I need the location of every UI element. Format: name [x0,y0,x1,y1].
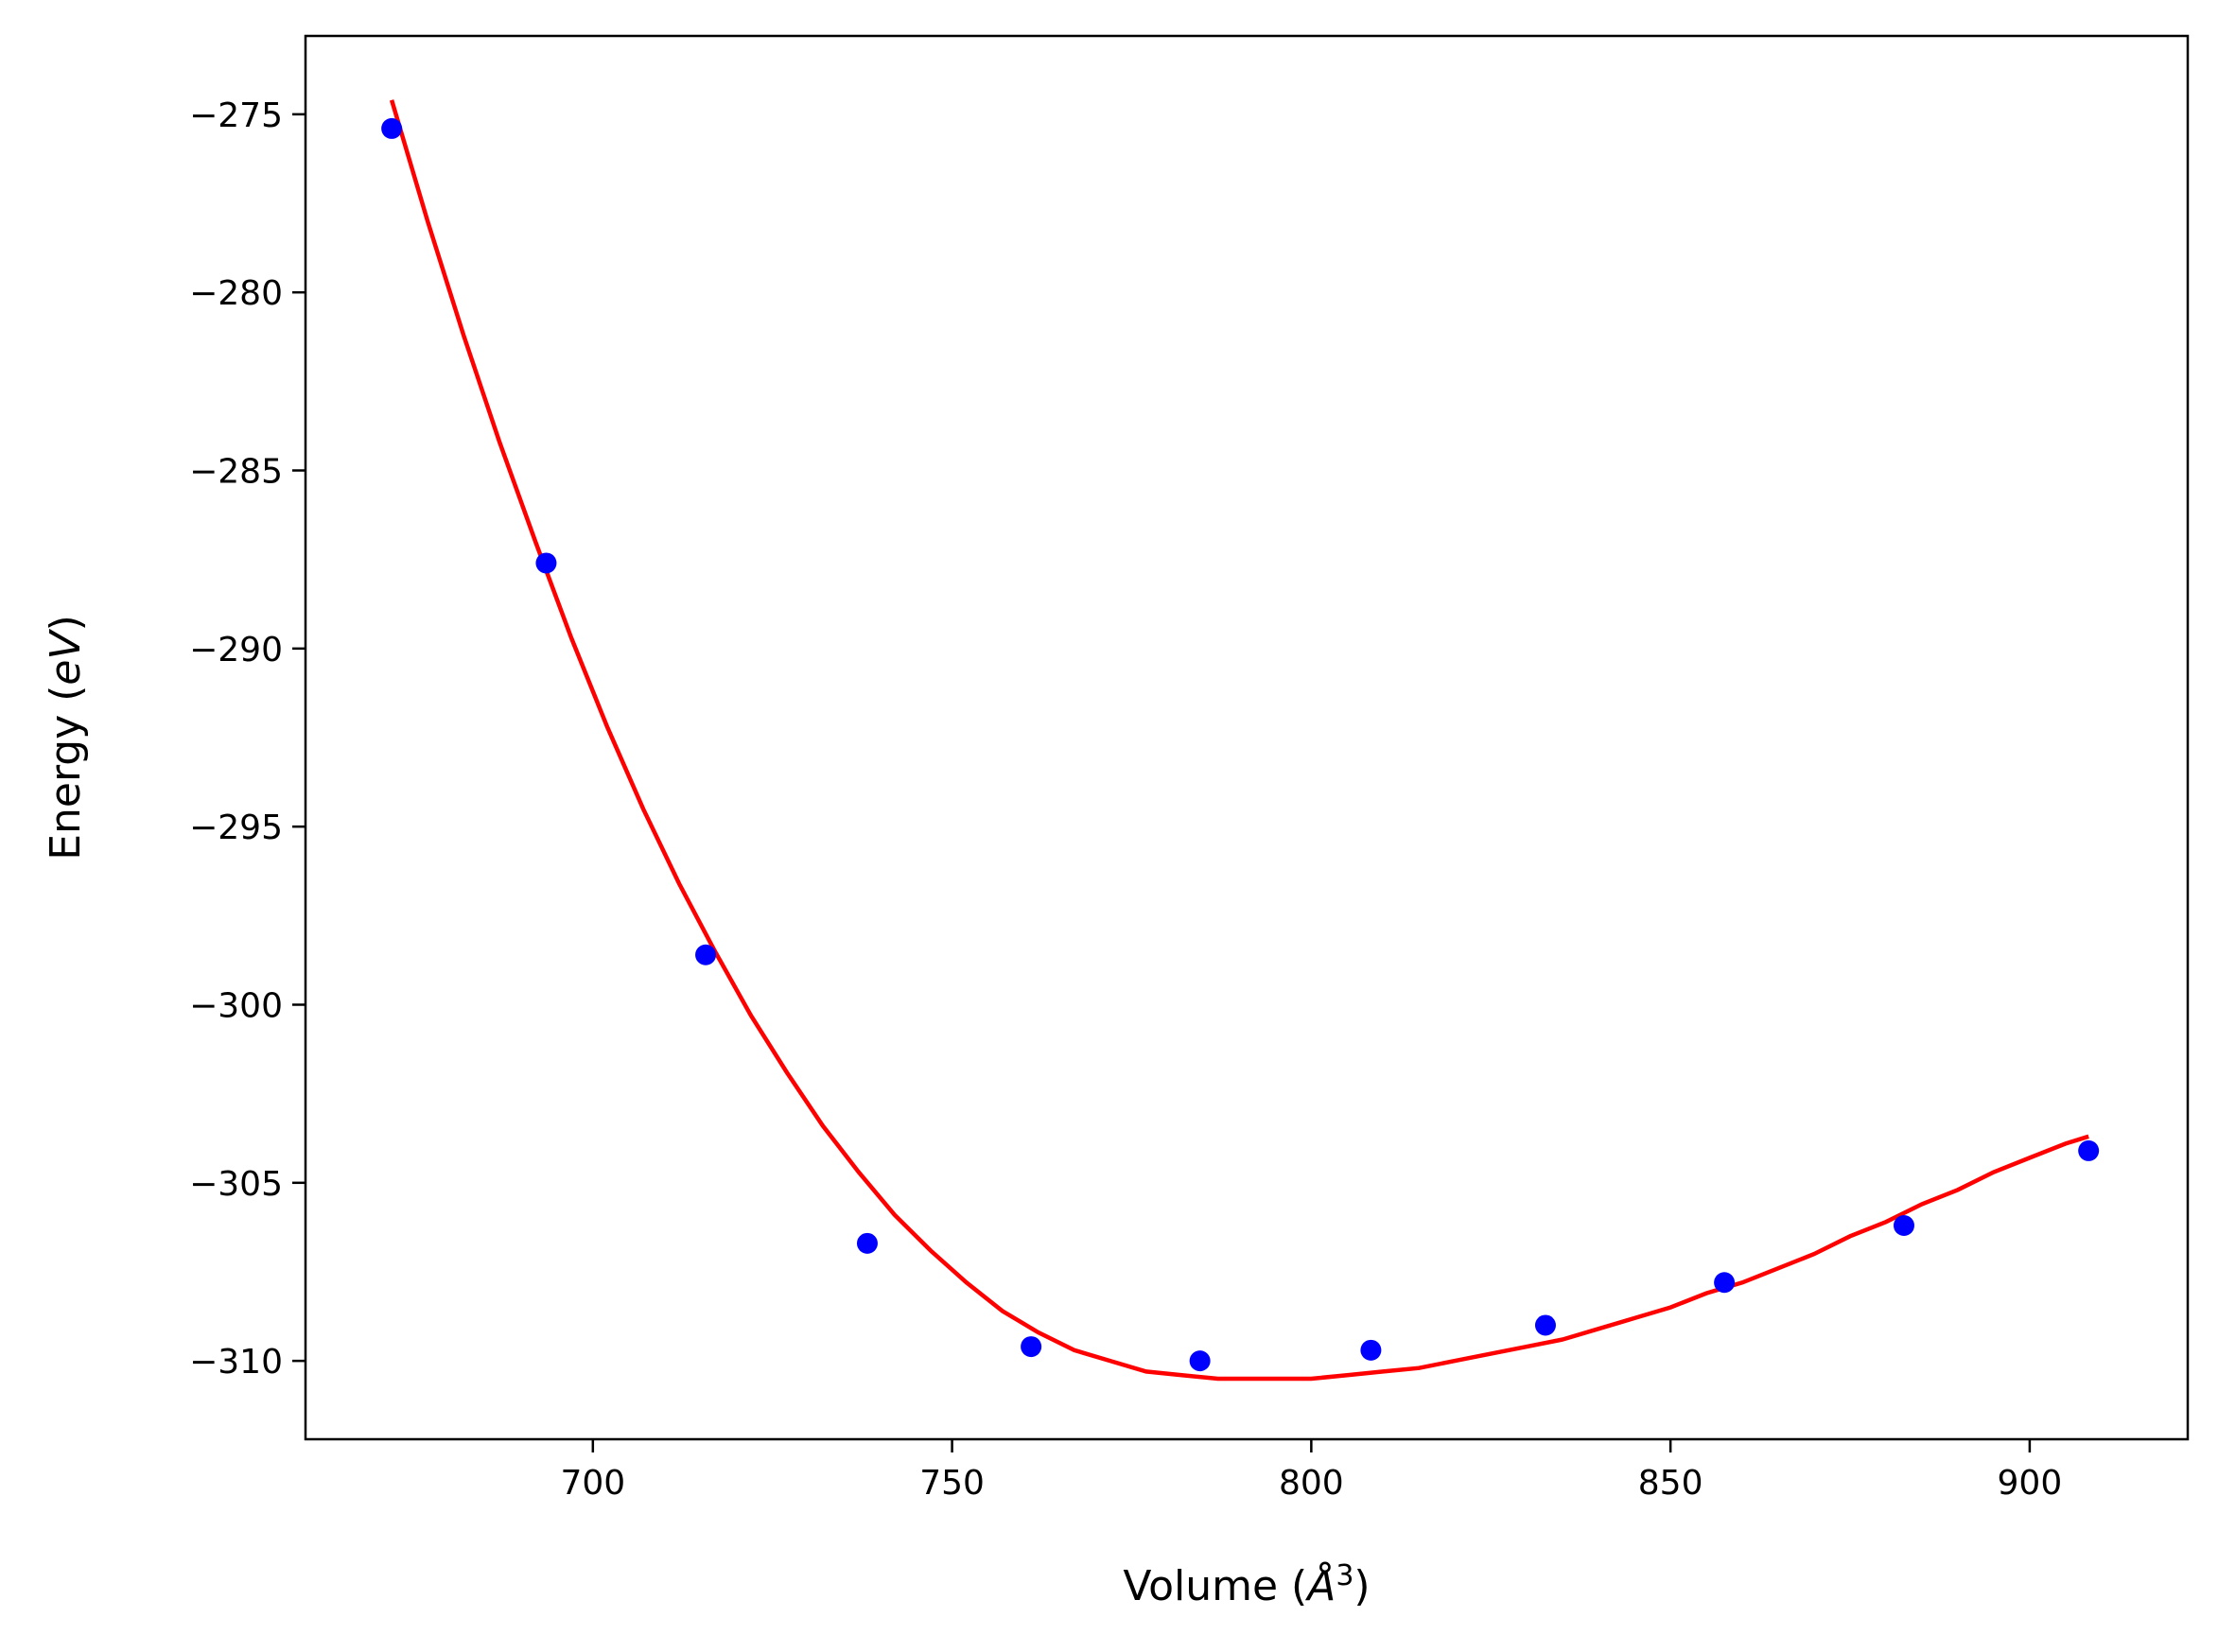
x-tick-label: 850 [1638,1464,1703,1503]
data-point [695,944,717,965]
data-point [1893,1215,1914,1237]
y-tick-label: −305 [189,1165,283,1204]
fit-curve [389,99,2089,1382]
x-tick-label: 800 [1279,1464,1344,1503]
data-point [856,1232,878,1254]
y-tick-label: −280 [189,274,283,313]
y-tick-label: −295 [189,809,283,847]
plot-frame [304,34,2190,1441]
x-tick-label: 900 [1998,1464,2063,1503]
data-point [1714,1272,1736,1294]
y-tick-label: −275 [189,96,283,135]
data-point [535,552,557,574]
x-axis-label: Volume (Å3) [1123,1559,1370,1610]
y-tick-label: −285 [189,453,283,492]
y-tick-label: −290 [189,631,283,669]
x-tick-label: 700 [560,1464,625,1503]
ticks: 700 750 800 850 900 −275 −280 −285 −290 −295 −300 −… [189,96,2062,1503]
data-point [1360,1339,1382,1361]
plot-area [381,99,2100,1382]
y-axis-label: Energy (eV) [42,615,90,861]
data-point [381,117,403,139]
data-point [2078,1139,2100,1161]
data-point [1534,1314,1556,1336]
data-point [1021,1336,1042,1358]
y-tick-label: −300 [189,986,283,1025]
y-tick-label: −310 [189,1343,283,1382]
data-point [1189,1350,1211,1372]
x-tick-label: 750 [919,1464,985,1503]
